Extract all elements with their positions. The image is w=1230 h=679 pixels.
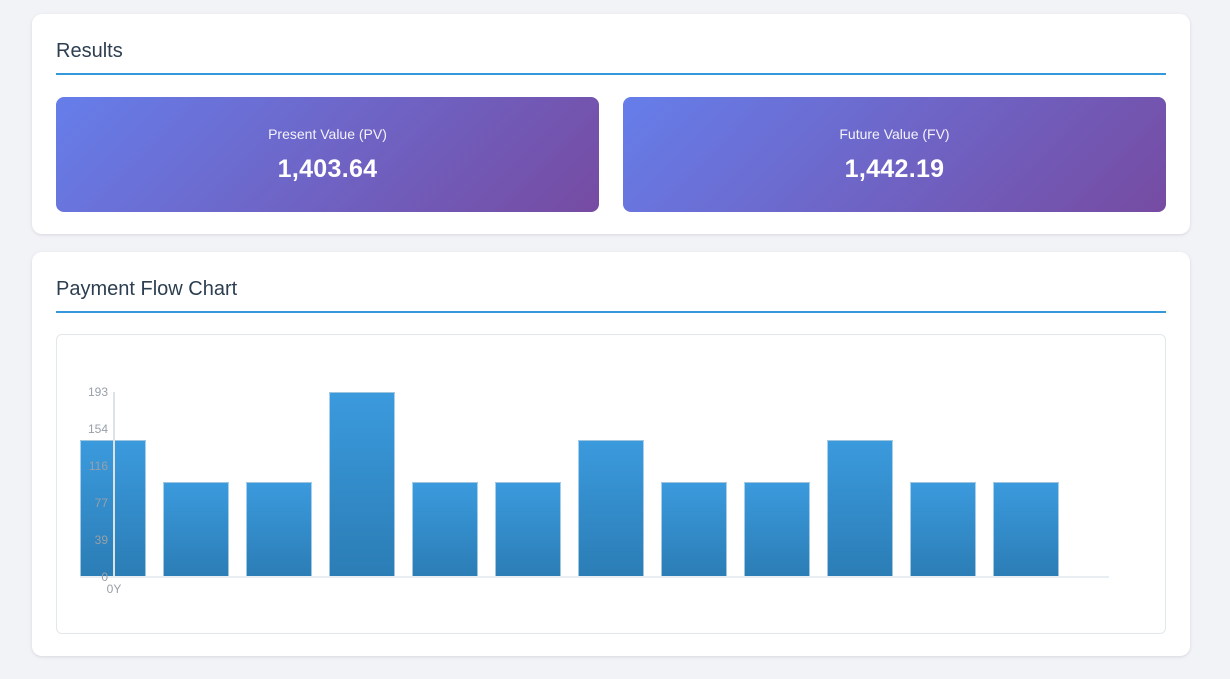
chart-card: Payment Flow Chart 0 39 77 116 154 193 0Y: [32, 252, 1190, 656]
future-value-amount: 1,442.19: [844, 154, 945, 183]
payment-bar-10: [910, 482, 976, 577]
chart-title: Payment Flow Chart: [56, 278, 1166, 313]
page: Results Present Value (PV) 1,403.64 Futu…: [32, 14, 1190, 656]
future-value-box: Future Value (FV) 1,442.19: [623, 97, 1166, 212]
y-tick-label-116: 116: [88, 458, 108, 473]
payment-bar-7: [661, 482, 727, 577]
results-card: Results Present Value (PV) 1,403.64 Futu…: [32, 14, 1190, 234]
y-tick-label-193: 193: [87, 385, 108, 399]
present-value-amount: 1,403.64: [277, 154, 378, 183]
y-tick-label-77: 77: [94, 496, 108, 511]
results-grid: Present Value (PV) 1,403.64 Future Value…: [56, 97, 1166, 212]
x-tick-label-0Y: 0Y: [106, 582, 122, 596]
y-tick-label-39: 39: [94, 532, 108, 547]
present-value-box: Present Value (PV) 1,403.64: [56, 97, 599, 212]
y-axis-line: [113, 392, 115, 577]
future-value-label: Future Value (FV): [839, 125, 950, 142]
payment-bar-2: [246, 482, 312, 577]
y-tick-label-154: 154: [87, 422, 108, 437]
payment-bar-3: [329, 392, 395, 577]
payment-bar-9: [827, 439, 893, 577]
payment-bar-4: [412, 482, 478, 577]
chart-area: 0 39 77 116 154 193 0Y: [57, 335, 1165, 633]
x-axis-line: [80, 576, 1109, 578]
results-title: Results: [56, 40, 1166, 75]
payment-bar-5: [495, 482, 561, 577]
payment-bar-6: [578, 439, 644, 577]
payment-bar-1: [163, 482, 229, 577]
chart-container: 0 39 77 116 154 193 0Y: [56, 334, 1166, 634]
present-value-label: Present Value (PV): [268, 125, 387, 142]
payment-bar-11: [993, 482, 1059, 577]
y-tick-label-0: 0: [101, 570, 108, 584]
payment-bar-8: [744, 482, 810, 577]
